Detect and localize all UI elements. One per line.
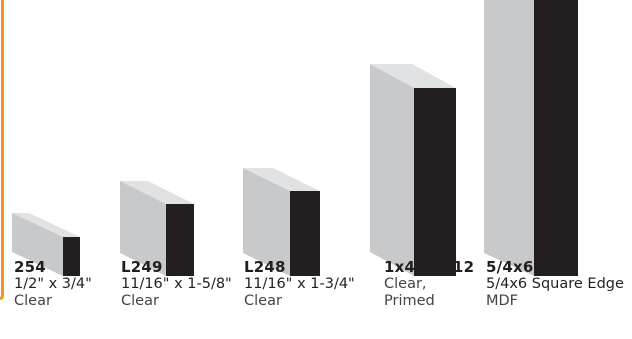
- product-size: 11/16" x 1-3/4": [244, 276, 355, 292]
- orange-accent-border: [0, 0, 4, 300]
- product-finish: Clear,: [384, 276, 427, 292]
- product-size: 5/4x6 Square Edge: [486, 276, 624, 292]
- product-finish: Clear: [14, 293, 52, 309]
- product-label-1x4-1x12: 1x4 - 1x12 Clear, Primed: [384, 259, 474, 310]
- product-code: L249: [121, 258, 163, 276]
- profile-block-l248: [243, 168, 320, 276]
- product-code: 254: [14, 258, 46, 276]
- profile-block-1x4-1x12: [370, 64, 456, 276]
- product-finish: Clear: [121, 293, 159, 309]
- product-size: 1/2" x 3/4": [14, 276, 92, 292]
- product-label-l249: L249 11/16" x 1-5/8" Clear: [121, 259, 232, 310]
- profile-block-l249: [120, 181, 194, 276]
- product-code: 5/4x6: [486, 258, 534, 276]
- product-label-5-4x6: 5/4x6 5/4x6 Square Edge MDF: [486, 259, 624, 310]
- product-finish: MDF: [486, 293, 519, 309]
- product-label-l248: L248 11/16" x 1-3/4" Clear: [244, 259, 355, 310]
- product-code: L248: [244, 258, 286, 276]
- product-code: 1x4 - 1x12: [384, 258, 475, 276]
- product-finish: Primed: [384, 293, 435, 309]
- product-finish: Clear: [244, 293, 282, 309]
- profile-block-5-4x6: [484, 0, 578, 276]
- product-size: 11/16" x 1-5/8": [121, 276, 232, 292]
- product-label-254: 254 1/2" x 3/4" Clear: [14, 259, 92, 310]
- profile-block-254: [12, 213, 80, 276]
